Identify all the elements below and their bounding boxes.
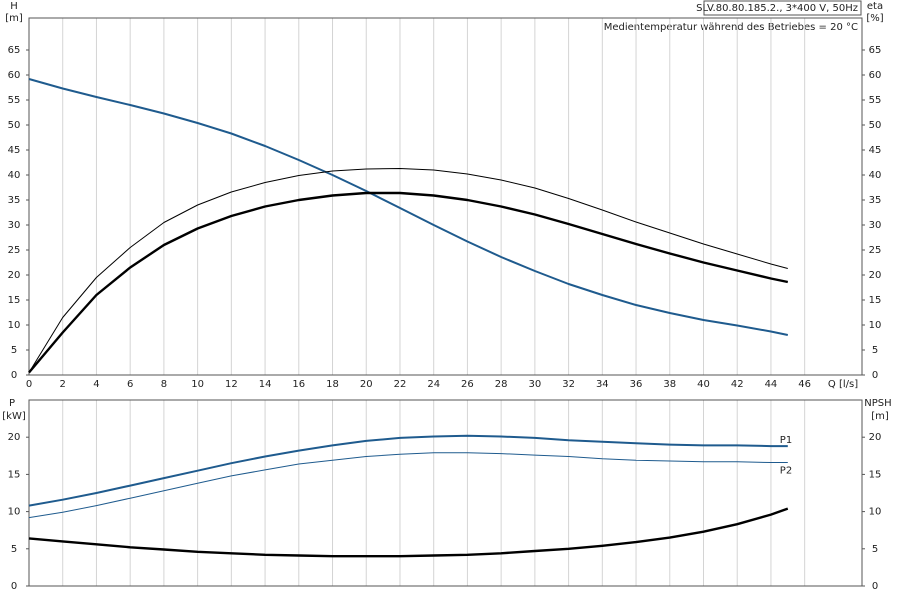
y2-unit: [m]	[871, 411, 889, 422]
curve	[28, 434, 788, 507]
y-tick-label: 20	[8, 432, 21, 443]
x-label: Q [l/s]	[828, 379, 858, 390]
x-tick-label: 0	[26, 379, 32, 390]
y2-tick-label: 35	[869, 195, 882, 206]
curve	[28, 507, 789, 558]
plot-frame	[28, 17, 863, 376]
y2-tick-label: 40	[869, 170, 882, 181]
y-tick-label: 20	[8, 270, 21, 281]
y-tick-label: 40	[8, 170, 21, 181]
chart-title: SLV.80.80.185.2., 3*400 V, 50Hz	[696, 3, 858, 14]
y2-tick-label: 50	[869, 120, 882, 131]
curve	[28, 191, 789, 374]
x-tick-label: 46	[798, 379, 811, 390]
y2-tick-label: 0	[872, 370, 878, 381]
x-tick-label: 28	[495, 379, 508, 390]
y-tick-label: 10	[8, 507, 21, 518]
x-tick-label: 6	[127, 379, 133, 390]
y2-tick-label: 60	[869, 70, 882, 81]
y2-label: eta	[867, 1, 883, 12]
y-tick-label: 30	[8, 220, 21, 231]
x-tick-label: 22	[394, 379, 407, 390]
x-tick-label: 38	[663, 379, 676, 390]
y2-tick-label: 0	[872, 581, 878, 592]
y2-label: NPSH	[864, 398, 891, 409]
y-tick-label: 50	[8, 120, 21, 131]
x-tick-label: 20	[360, 379, 373, 390]
x-tick-label: 10	[191, 379, 204, 390]
y2-tick-label: 65	[869, 45, 882, 56]
y2-unit: [%]	[866, 13, 883, 24]
curve	[28, 452, 788, 519]
y-tick-label: 0	[11, 581, 17, 592]
x-tick-label: 2	[60, 379, 66, 390]
series-label: P1	[780, 435, 792, 446]
x-tick-label: 36	[630, 379, 643, 390]
y2-tick-label: 20	[869, 270, 882, 281]
y-tick-label: 5	[11, 345, 17, 356]
y-tick-label: 5	[11, 544, 17, 555]
x-tick-label: 24	[427, 379, 440, 390]
y2-tick-label: 10	[869, 320, 882, 331]
y2-tick-label: 55	[869, 95, 882, 106]
x-tick-label: 12	[225, 379, 238, 390]
y-tick-label: 65	[8, 45, 21, 56]
y2-tick-label: 15	[869, 469, 882, 480]
x-tick-label: 32	[562, 379, 575, 390]
curve	[28, 168, 788, 373]
y2-tick-label: 20	[869, 432, 882, 443]
x-tick-label: 26	[461, 379, 474, 390]
y-tick-label: 35	[8, 195, 21, 206]
y2-tick-label: 10	[869, 507, 882, 518]
y-tick-label: 10	[8, 320, 21, 331]
plot-frame	[28, 399, 863, 587]
y2-tick-label: 45	[869, 145, 882, 156]
x-tick-label: 44	[765, 379, 778, 390]
y-label: H	[10, 1, 18, 12]
x-tick-label: 8	[161, 379, 167, 390]
x-tick-label: 14	[259, 379, 272, 390]
y2-tick-label: 25	[869, 245, 882, 256]
title-box	[703, 0, 862, 16]
y-tick-label: 15	[8, 469, 21, 480]
y-tick-label: 0	[11, 370, 17, 381]
y-tick-label: 15	[8, 295, 21, 306]
x-tick-label: 4	[93, 379, 99, 390]
x-tick-label: 16	[292, 379, 305, 390]
y2-tick-label: 5	[872, 544, 878, 555]
y2-tick-label: 15	[869, 295, 882, 306]
y2-tick-label: 30	[869, 220, 882, 231]
y-tick-label: 45	[8, 145, 21, 156]
y-tick-label: 60	[8, 70, 21, 81]
y-tick-label: 55	[8, 95, 21, 106]
chart-subtitle: Medientemperatur während des Betriebes =…	[604, 22, 858, 33]
x-tick-label: 34	[596, 379, 609, 390]
y-tick-label: 25	[8, 245, 21, 256]
x-tick-label: 42	[731, 379, 744, 390]
y2-tick-label: 5	[872, 345, 878, 356]
x-tick-label: 18	[326, 379, 339, 390]
x-tick-label: 40	[697, 379, 710, 390]
y-unit: [kW]	[2, 411, 26, 422]
x-tick-label: 30	[529, 379, 542, 390]
series-label: P2	[780, 465, 792, 476]
y-unit: [m]	[5, 13, 23, 24]
curve	[28, 78, 789, 336]
y-label: P	[9, 398, 15, 409]
